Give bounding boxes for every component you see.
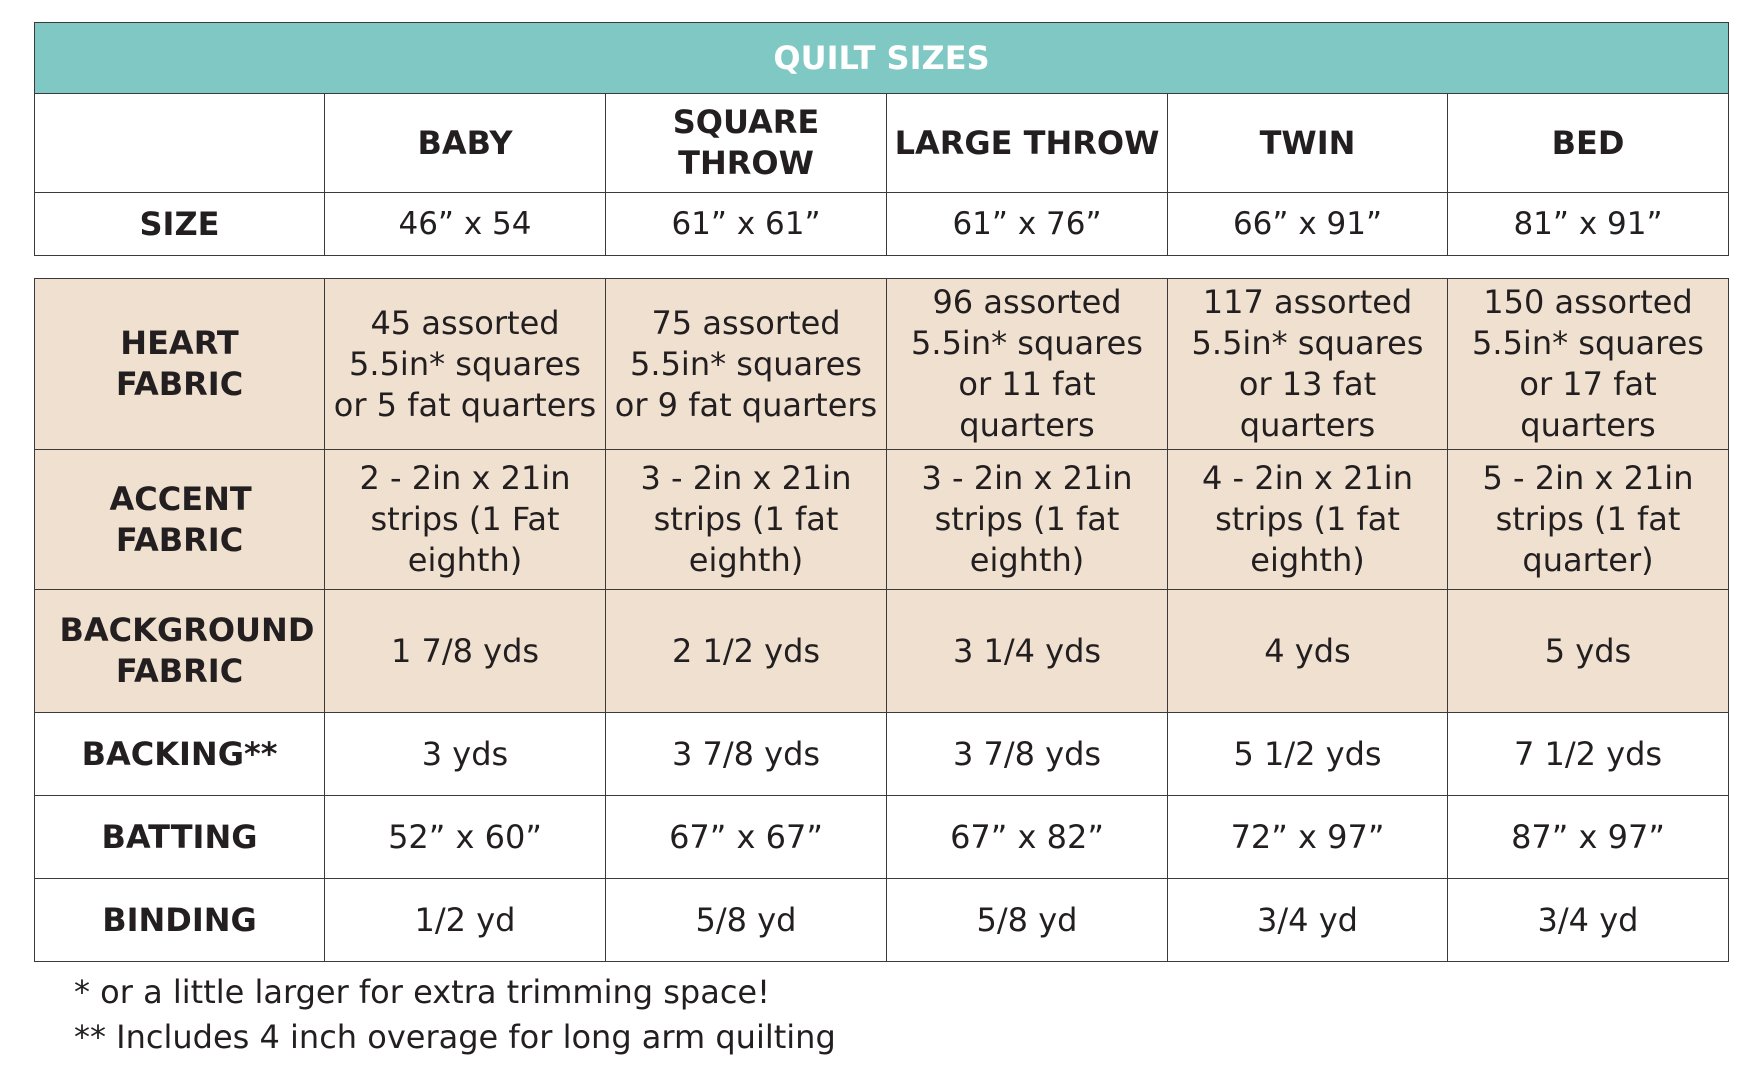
table-cell: 3/4 yd [1167, 878, 1448, 962]
column-header-bed: BED [1447, 93, 1729, 193]
table-cell: 3 yds [324, 712, 606, 796]
row-label: BATTING [34, 795, 325, 879]
table-cell: 5/8 yd [605, 878, 887, 962]
materials-table: HEART FABRIC 45 assorted 5.5in* squares … [34, 278, 1729, 962]
table-cell: 3 - 2in x 21in strips (1 fat eighth) [605, 449, 887, 590]
table-cell: 5/8 yd [886, 878, 1168, 962]
table-row-size: SIZE 46” x 54 61” x 61” 61” x 76” 66” x … [34, 192, 1729, 256]
table-row-heart-fabric: HEART FABRIC 45 assorted 5.5in* squares … [34, 278, 1729, 450]
table-cell: 3 7/8 yds [605, 712, 887, 796]
quilt-sizes-chart: QUILT SIZES BABY SQUARE THROW LARGE THRO… [34, 22, 1729, 962]
table-row-accent-fabric: ACCENT FABRIC 2 - 2in x 21in strips (1 F… [34, 449, 1729, 590]
table-cell: 61” x 76” [886, 192, 1168, 256]
table-cell: 117 assorted 5.5in* squares or 13 fat qu… [1167, 278, 1448, 450]
column-header-row: BABY SQUARE THROW LARGE THROW TWIN BED [34, 93, 1729, 193]
column-header-twin: TWIN [1167, 93, 1448, 193]
table-cell: 1 7/8 yds [324, 589, 606, 713]
table-cell: 7 1/2 yds [1447, 712, 1729, 796]
table-cell: 2 - 2in x 21in strips (1 Fat eighth) [324, 449, 606, 590]
row-label: SIZE [34, 192, 325, 256]
table-cell: 87” x 97” [1447, 795, 1729, 879]
table-cell: 75 assorted 5.5in* squares or 9 fat quar… [605, 278, 887, 450]
table-title: QUILT SIZES [34, 22, 1729, 94]
table-cell: 66” x 91” [1167, 192, 1448, 256]
table-cell: 3 1/4 yds [886, 589, 1168, 713]
column-header-square-throw: SQUARE THROW [605, 93, 887, 193]
title-row: QUILT SIZES [34, 22, 1729, 94]
row-label: HEART FABRIC [34, 278, 325, 450]
column-header-large-throw: LARGE THROW [886, 93, 1168, 193]
row-label: BACKING** [34, 712, 325, 796]
row-label: ACCENT FABRIC [34, 449, 325, 590]
table-cell: 5 1/2 yds [1167, 712, 1448, 796]
table-cell: 3/4 yd [1447, 878, 1729, 962]
table-row-background-fabric: BACKGROUND FABRIC 1 7/8 yds 2 1/2 yds 3 … [34, 589, 1729, 713]
table-cell: 67” x 67” [605, 795, 887, 879]
table-cell: 3 7/8 yds [886, 712, 1168, 796]
table-cell: 3 - 2in x 21in strips (1 fat eighth) [886, 449, 1168, 590]
sizes-table: QUILT SIZES BABY SQUARE THROW LARGE THRO… [34, 22, 1729, 256]
table-cell: 46” x 54 [324, 192, 606, 256]
footnote: ** Includes 4 inch overage for long arm … [74, 1018, 836, 1056]
table-cell: 72” x 97” [1167, 795, 1448, 879]
table-cell: 2 1/2 yds [605, 589, 887, 713]
column-header-baby: BABY [324, 93, 606, 193]
table-cell: 61” x 61” [605, 192, 887, 256]
table-row-binding: BINDING 1/2 yd 5/8 yd 5/8 yd 3/4 yd 3/4 … [34, 878, 1729, 962]
row-label: BINDING [34, 878, 325, 962]
table-cell: 52” x 60” [324, 795, 606, 879]
table-cell: 4 yds [1167, 589, 1448, 713]
table-cell: 150 assorted 5.5in* squares or 17 fat qu… [1447, 278, 1729, 450]
footnote: * or a little larger for extra trimming … [74, 973, 770, 1011]
table-cell: 45 assorted 5.5in* squares or 5 fat quar… [324, 278, 606, 450]
footnotes: * or a little larger for extra trimming … [74, 970, 836, 1060]
table-row-batting: BATTING 52” x 60” 67” x 67” 67” x 82” 72… [34, 795, 1729, 879]
table-row-backing: BACKING** 3 yds 3 7/8 yds 3 7/8 yds 5 1/… [34, 712, 1729, 796]
table-cell: 4 - 2in x 21in strips (1 fat eighth) [1167, 449, 1448, 590]
table-cell: 81” x 91” [1447, 192, 1729, 256]
corner-cell [34, 93, 325, 193]
table-cell: 67” x 82” [886, 795, 1168, 879]
table-cell: 1/2 yd [324, 878, 606, 962]
table-cell: 96 assorted 5.5in* squares or 11 fat qua… [886, 278, 1168, 450]
table-cell: 5 - 2in x 21in strips (1 fat quarter) [1447, 449, 1729, 590]
table-cell: 5 yds [1447, 589, 1729, 713]
row-label: BACKGROUND FABRIC [34, 589, 325, 713]
